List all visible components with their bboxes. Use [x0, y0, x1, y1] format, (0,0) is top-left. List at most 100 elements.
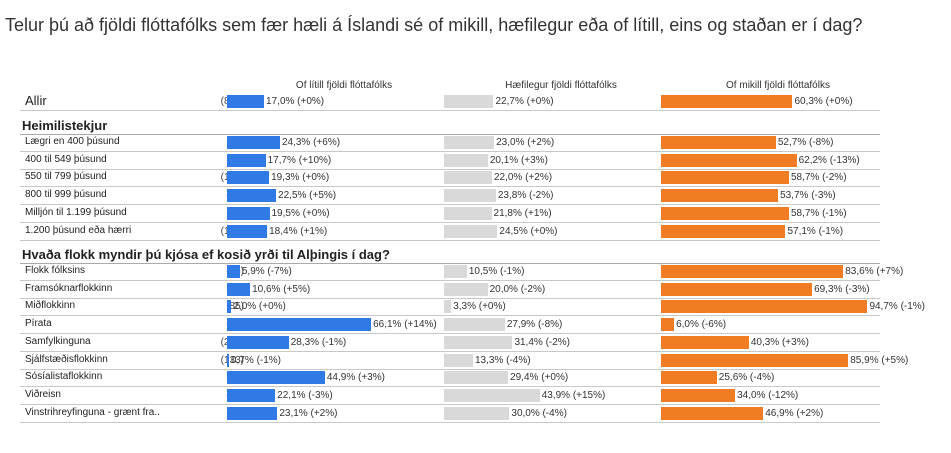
bar-mikill: [661, 407, 764, 420]
value-label-mikill: 69,3% (-3%): [814, 284, 870, 295]
row-label: Framsóknarflokkinn: [25, 283, 113, 294]
data-row: Framsóknarflokkinn(47)10,6% (+5%)20,0% (…: [20, 281, 880, 299]
row-divider: [20, 280, 880, 281]
value-label-haefilegur: 20,1% (+3%): [489, 155, 548, 166]
value-label-mikill: 85,9% (+5%): [850, 355, 909, 366]
value-label-litill: 28,3% (-1%): [290, 337, 347, 348]
row-label: Pírata: [25, 318, 52, 329]
data-row: Sjálfstæðisflokkinn (133) 0,7% (-1%) 13,3% …: [20, 352, 908, 370]
value-label-mikill: 62,2% (-13%): [798, 155, 860, 166]
bar-litill: [227, 407, 278, 420]
value-label-litill: 5,9% (-7%): [241, 266, 292, 277]
row-label: 550 til 799 þúsund: [25, 171, 107, 182]
row-label: Viðreisn: [25, 389, 61, 400]
column-header-haefilegur: Hæfilegur fjöldi flóttafólks: [505, 80, 617, 91]
value-label-mikill: 34,0% (-12%): [737, 390, 799, 401]
bar-mikill: [661, 389, 736, 402]
bar-mikill: [661, 371, 717, 384]
bar-haefilegur: [444, 207, 492, 220]
section-divider: [20, 263, 880, 264]
row-divider: [20, 186, 880, 187]
row-divider: [20, 151, 880, 152]
row-label: Sósíalistaflokkinn: [25, 371, 103, 382]
value-label-litill: 18,4% (+1%): [269, 226, 328, 237]
row-divider: [20, 422, 880, 423]
value-label-litill: 17,7% (+10%): [267, 155, 332, 166]
bar-litill: [227, 189, 277, 202]
value-label-haefilegur: 30,0% (-4%): [511, 408, 567, 419]
bar-litill: [227, 154, 266, 167]
data-row: 400 til 549 þúsund(65)17,7% (+10%)20,1% …: [20, 152, 880, 170]
value-label-litill: 66,1% (+14%): [373, 319, 437, 330]
value-label-haefilegur: 22,7% (+0%): [495, 96, 554, 107]
value-label-mikill: 60,3% (+0%): [794, 96, 853, 107]
bar-litill: [227, 171, 270, 184]
data-row: 1.200 þúsund eða hærri(133)18,4% (+1%)24…: [20, 223, 880, 241]
value-label-haefilegur: 27,9% (-8%): [506, 319, 563, 330]
bar-mikill: [661, 354, 849, 367]
data-row: Vinstrihreyfinguna - grænt fra..(27)23,1…: [20, 405, 880, 423]
data-row: Viðreisn(51)22,1% (-3%)43,9% (+15%)34,0%…: [20, 387, 880, 405]
bar-haefilegur: [444, 407, 510, 420]
value-label-haefilegur: 3,3% (+0%): [453, 301, 506, 312]
bar-mikill: [661, 95, 793, 108]
bar-haefilegur: [444, 136, 495, 149]
bar-mikill: [661, 189, 779, 202]
bar-mikill: [661, 318, 675, 331]
value-label-mikill: 46,9% (+2%): [765, 408, 824, 419]
bar-mikill: [661, 336, 749, 349]
value-label-litill: 44,9% (+3%): [326, 372, 385, 383]
bar-haefilegur: [444, 95, 494, 108]
row-label: Milljón til 1.199 þúsund: [25, 207, 127, 218]
row-divider: [20, 315, 880, 316]
data-row: Sósíalistaflokkinn(27)44,9% (+3%)29,4% (…: [20, 369, 880, 387]
row-divider: [20, 298, 880, 299]
bar-haefilegur: [444, 318, 505, 331]
data-row: 800 til 999 þúsund(94)22,5% (+5%)23,8% (…: [20, 187, 880, 205]
bar-haefilegur: [444, 265, 467, 278]
total-row: Allir(858)17,0% (+0%)22,7% (+0%)60,3% (+…: [20, 93, 880, 111]
column-header-mikill: Of mikill fjöldi flóttafólks: [726, 80, 830, 91]
chart-title: Telur þú að fjöldi flóttafólks sem fær h…: [5, 15, 863, 35]
value-label-haefilegur: 10,5% (-1%): [468, 266, 525, 277]
bar-haefilegur: [444, 225, 498, 238]
row-label: Samfylkinguna: [25, 336, 91, 347]
bar-mikill: [661, 154, 797, 167]
row-count: (85): [226, 301, 244, 312]
value-label-haefilegur: 22,0% (+2%): [493, 172, 553, 183]
row-divider: [20, 222, 880, 223]
bar-litill: [227, 225, 268, 238]
bar-haefilegur: [444, 154, 488, 167]
value-label-litill: 2,0% (+0%): [233, 301, 286, 312]
data-row: Flokk fólksins(43)5,9% (-7%)10,5% (-1%)8…: [20, 263, 903, 281]
row-divider: [20, 204, 880, 205]
bar-litill: [227, 318, 372, 331]
value-label-litill: 17,0% (+0%): [266, 96, 325, 107]
row-label: 800 til 999 þúsund: [25, 189, 107, 200]
row-divider: [20, 369, 880, 370]
bar-litill: [227, 265, 240, 278]
value-label-haefilegur: 23,8% (-2%): [497, 190, 554, 201]
bar-litill: [227, 336, 289, 349]
bar-litill: [227, 95, 265, 108]
value-label-mikill: 52,7% (-8%): [777, 137, 834, 148]
value-label-litill: 24,3% (+6%): [281, 137, 341, 148]
bar-haefilegur: [444, 171, 492, 184]
row-label: Vinstrihreyfinguna - grænt fra..: [25, 407, 160, 418]
row-divider: [20, 110, 880, 111]
row-divider: [20, 386, 880, 387]
bar-mikill: [661, 283, 813, 296]
row-label: Sjálfstæðisflokkinn: [25, 354, 108, 365]
value-label-mikill: 57,1% (-1%): [787, 226, 844, 237]
value-label-haefilegur: 13,3% (-4%): [474, 355, 531, 366]
bar-haefilegur: [444, 354, 473, 367]
value-label-haefilegur: 31,4% (-2%): [514, 337, 571, 348]
bar-mikill: [661, 136, 776, 149]
value-label-haefilegur: 21,8% (+1%): [493, 208, 552, 219]
value-label-haefilegur: 20,0% (-2%): [489, 284, 546, 295]
bar-mikill: [661, 265, 844, 278]
bar-mikill: [661, 300, 868, 313]
row-divider: [20, 333, 880, 334]
section-divider: [20, 134, 880, 135]
bar-haefilegur: [444, 336, 513, 349]
